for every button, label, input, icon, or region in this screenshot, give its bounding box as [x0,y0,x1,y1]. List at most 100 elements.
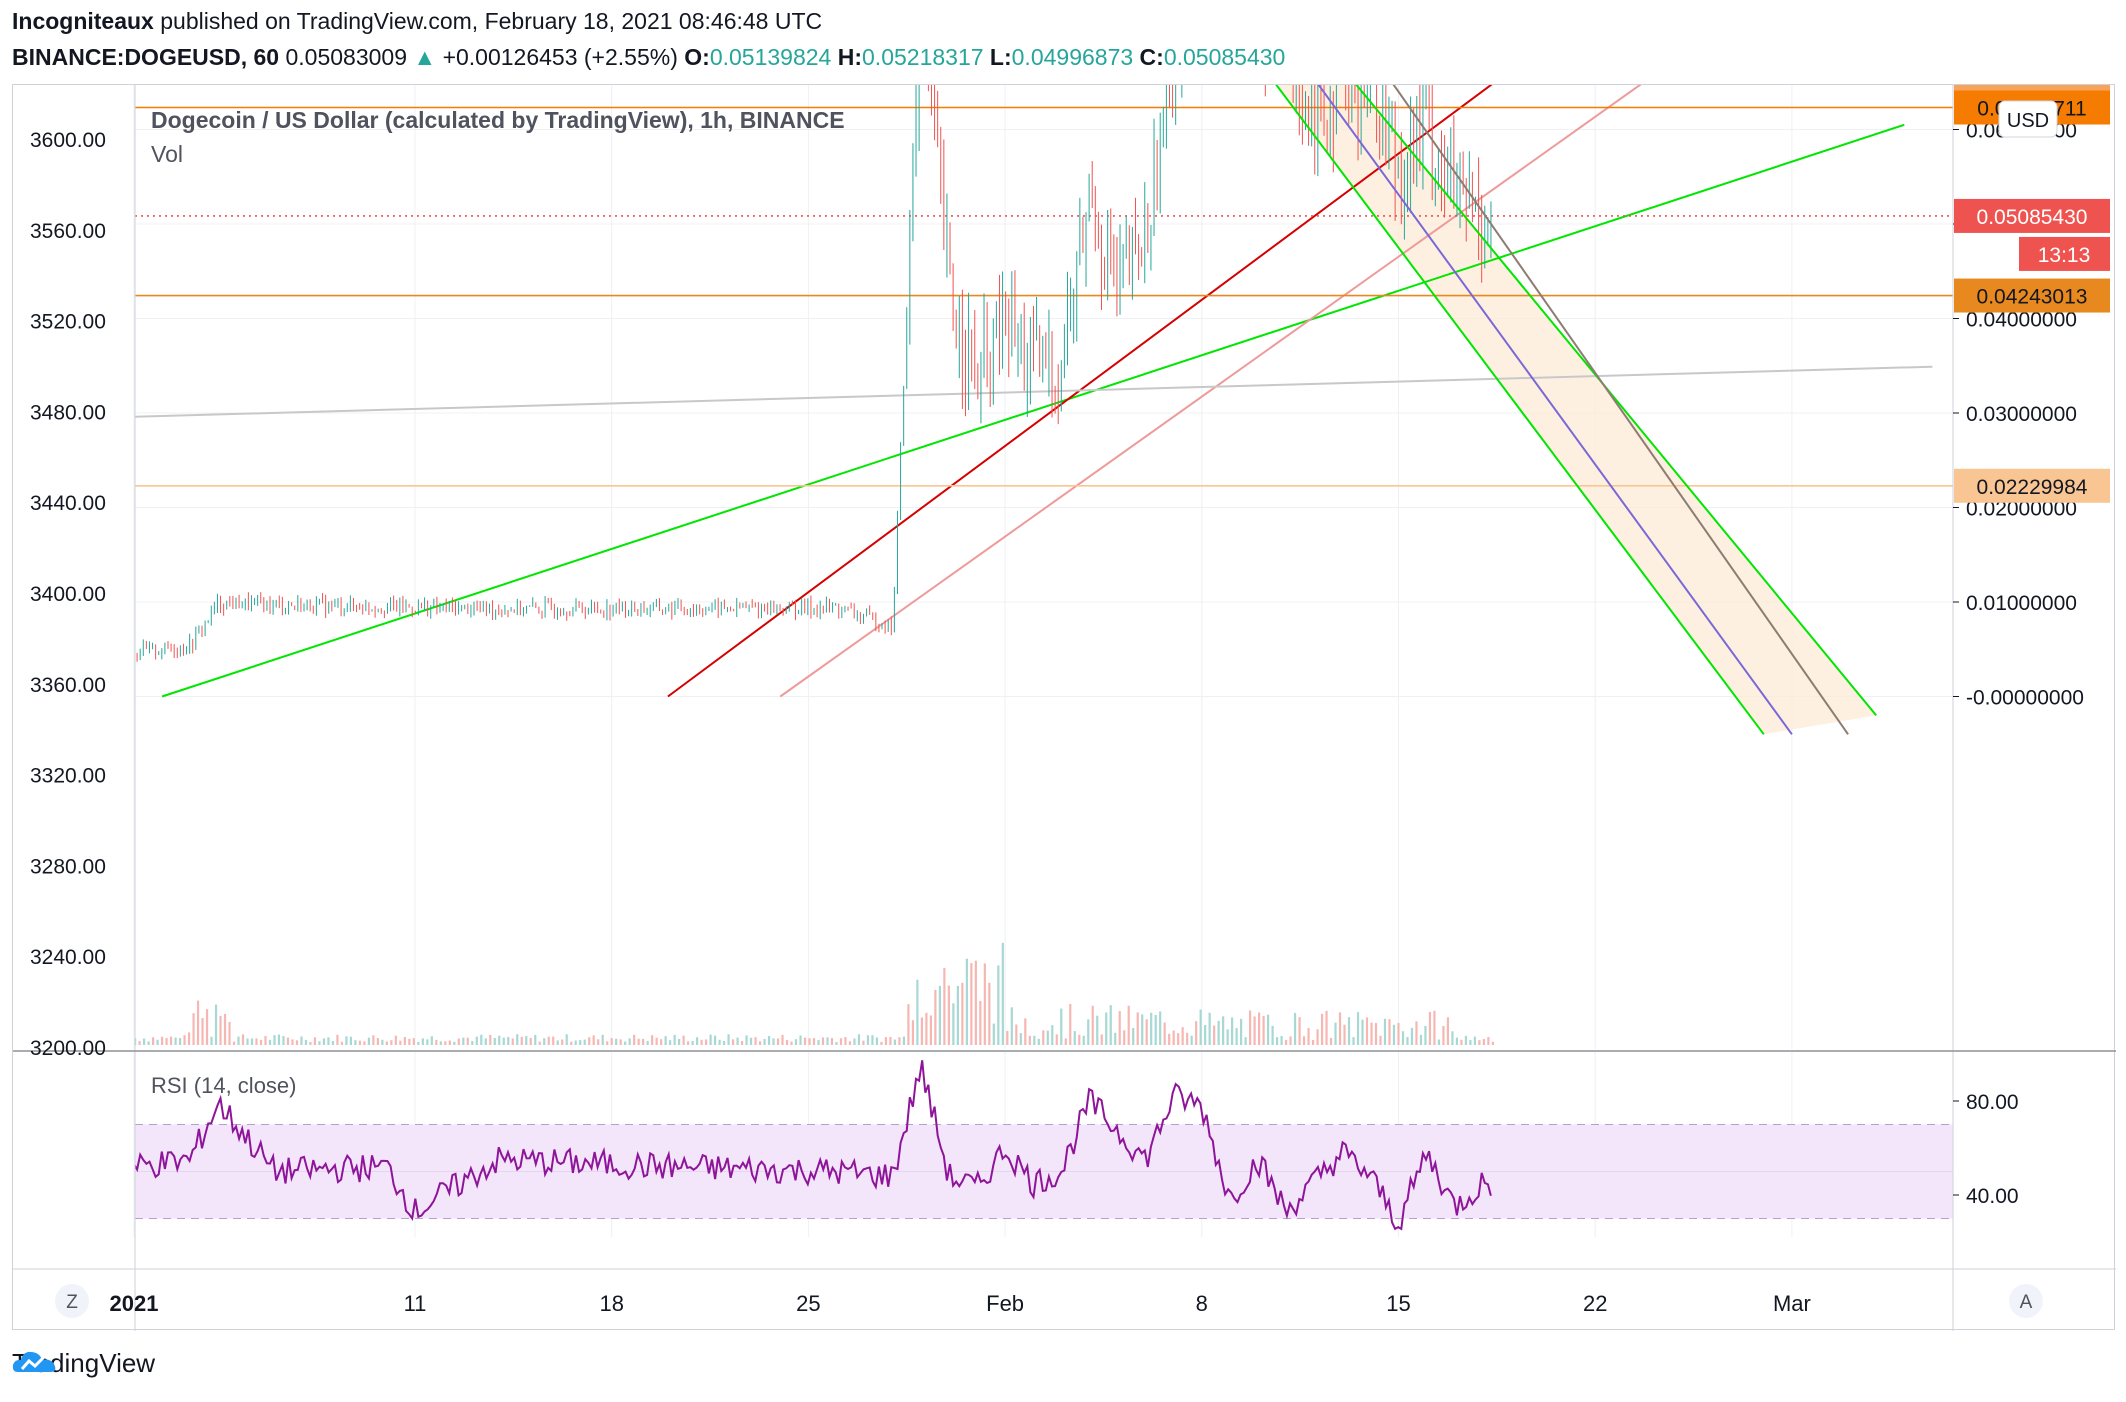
volume-bar [282,1036,285,1045]
price-label-bg [1954,278,2110,313]
x-axis-tick: 8 [1196,1291,1208,1316]
x-axis-tick: Mar [1773,1291,1811,1316]
volume-bar [1078,1034,1081,1045]
volume-bar [345,1036,348,1045]
volume-bar [1419,1034,1423,1045]
volume-bar [884,1037,888,1045]
volume-bar [1329,1037,1333,1045]
volume-bar [736,1037,739,1045]
volume-bar [1024,1018,1027,1045]
x-axis-tick: 25 [796,1291,820,1316]
left-axis-tick: 3280.00 [30,855,106,878]
volume-bar [336,1034,339,1045]
volume-bar [812,1038,816,1045]
volume-bar [1154,1014,1157,1045]
volume-bar [943,967,946,1045]
volume-bar [1240,1018,1243,1045]
volume-bar [457,1038,460,1045]
volume-bar [264,1036,267,1045]
right-axis-tick: 0.01000000 [1966,592,2077,615]
volume-bar [1433,1010,1436,1045]
channel-mid-line [1392,85,1849,735]
currency-button[interactable]: USD [1998,100,2058,138]
volume-bar [979,1000,982,1045]
volume-bar [1213,1025,1216,1045]
volume-bar [696,1037,699,1045]
rsi-line [135,1060,1492,1231]
volume-bar [637,1038,640,1045]
volume-bar [1100,1034,1103,1045]
volume-bar [1469,1040,1472,1045]
volume-bar [358,1040,361,1045]
volume-bar [1096,1015,1099,1045]
right-axis-tick: -0.00000000 [1966,687,2084,710]
z-button[interactable]: Z [55,1284,89,1318]
volume-bar [1338,1012,1342,1045]
volume-bar [1361,1019,1364,1045]
volume-bar [1455,1037,1459,1045]
volume-bar [1320,1013,1324,1045]
trend-line [667,85,1493,698]
volume-bar [772,1038,775,1045]
left-axis-tick: 3560.00 [30,220,106,243]
volume-bar [390,1040,393,1045]
volume-bar [547,1036,550,1045]
volume-bar [664,1036,667,1045]
volume-bar [646,1040,649,1045]
volume-bar [444,1041,447,1045]
volume-bar [1289,1036,1292,1045]
left-axis-tick: 3600.00 [30,129,106,152]
volume-bar [1231,1017,1234,1045]
volume-bar [1352,1037,1355,1045]
volume-bar [687,1041,690,1045]
volume-bar [808,1038,811,1045]
tradingview-footer[interactable]: TradingView [12,1348,155,1379]
volume-bar [673,1034,676,1045]
left-axis-tick: 3440.00 [30,492,106,515]
volume-bar [992,1023,995,1045]
volume-bar [556,1040,559,1045]
volume-bar [228,1021,231,1045]
volume-bar [1037,1038,1040,1045]
volume-bar [1275,1037,1279,1045]
a-button[interactable]: A [2009,1284,2043,1318]
volume-bar [700,1039,703,1045]
open-value: 0.05139824 [709,44,832,70]
volume-bar [606,1041,609,1045]
trend-line [779,85,1642,698]
volume-bar [799,1035,802,1045]
volume-bar [1159,1011,1162,1045]
volume-bar [529,1037,532,1045]
x-axis-tick: 18 [599,1291,623,1316]
volume-bar [1010,1007,1013,1045]
volume-bar [781,1034,784,1045]
volume-bar [1199,1009,1202,1045]
volume-bar [381,1039,384,1045]
volume-bar [920,1017,923,1045]
volume-bar [731,1039,735,1045]
trend-line [161,123,1905,698]
volume-bar [988,982,991,1045]
volume-bar [682,1035,685,1045]
chart-container[interactable]: 3600.00 3560.00 3520.00 3480.00 3440.00 3400.… [12,84,2116,1331]
volume-bar [1271,1025,1274,1045]
volume-bar [889,1036,892,1045]
volume-bar [1258,1012,1261,1045]
price-change: +0.00126453 (+2.55%) [442,44,678,70]
volume-bar [678,1038,681,1045]
volume-bar [615,1038,618,1045]
volume-bar [1388,1019,1391,1045]
volume-bar [489,1034,492,1045]
chart-svg[interactable]: 3600.00 3560.00 3520.00 3480.00 3440.00 3400.… [13,85,2116,1331]
volume-bar [624,1041,627,1045]
volume-bar [633,1034,636,1045]
channel-lower-line [1275,85,1765,735]
volume-bar [1217,1020,1220,1045]
volume-bar [1019,1033,1022,1045]
volume-bar [169,1036,173,1045]
volume-bar [803,1037,807,1045]
volume-bar [592,1035,595,1045]
close-value: 0.05085430 [1163,44,1286,70]
volume-bar [1208,1012,1211,1045]
volume-bar [1451,1031,1454,1045]
